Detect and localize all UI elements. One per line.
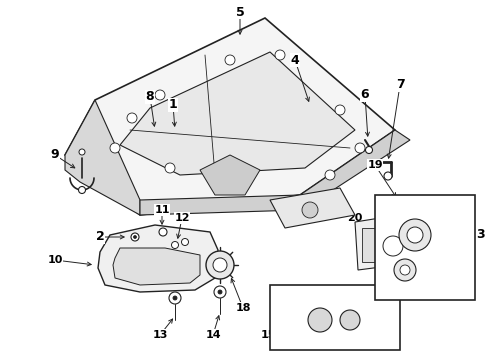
Polygon shape bbox=[140, 195, 300, 215]
Circle shape bbox=[169, 292, 181, 304]
Circle shape bbox=[165, 163, 175, 173]
Text: 21: 21 bbox=[452, 290, 468, 300]
Bar bbox=[362, 228, 424, 262]
Circle shape bbox=[384, 172, 392, 180]
Polygon shape bbox=[65, 18, 395, 215]
Circle shape bbox=[159, 228, 167, 236]
Circle shape bbox=[206, 251, 234, 279]
Bar bbox=[375, 195, 475, 300]
Circle shape bbox=[400, 265, 410, 275]
Text: 8: 8 bbox=[146, 90, 154, 104]
Circle shape bbox=[79, 149, 85, 155]
Circle shape bbox=[181, 238, 189, 246]
Text: 14: 14 bbox=[205, 330, 221, 340]
Circle shape bbox=[155, 90, 165, 100]
Text: 7: 7 bbox=[395, 78, 404, 91]
Circle shape bbox=[218, 290, 222, 294]
Circle shape bbox=[407, 227, 423, 243]
Circle shape bbox=[355, 143, 365, 153]
Circle shape bbox=[235, 170, 245, 180]
Circle shape bbox=[394, 259, 416, 281]
Circle shape bbox=[133, 235, 137, 238]
Circle shape bbox=[131, 233, 139, 241]
Text: 1: 1 bbox=[169, 99, 177, 112]
Circle shape bbox=[225, 55, 235, 65]
Circle shape bbox=[173, 296, 177, 300]
Text: 10: 10 bbox=[48, 255, 63, 265]
Polygon shape bbox=[120, 52, 355, 175]
Circle shape bbox=[399, 219, 431, 251]
Text: 11: 11 bbox=[154, 205, 170, 215]
Polygon shape bbox=[65, 100, 140, 215]
Circle shape bbox=[275, 50, 285, 60]
Text: 4: 4 bbox=[291, 54, 299, 67]
Text: 6: 6 bbox=[361, 89, 369, 102]
Text: 18: 18 bbox=[235, 303, 251, 313]
Text: 2: 2 bbox=[96, 230, 104, 243]
Circle shape bbox=[110, 143, 120, 153]
Circle shape bbox=[322, 192, 334, 204]
Circle shape bbox=[302, 202, 318, 218]
Text: 16: 16 bbox=[450, 260, 466, 270]
Text: 17: 17 bbox=[270, 295, 286, 305]
Text: 12: 12 bbox=[174, 213, 190, 223]
Circle shape bbox=[335, 105, 345, 115]
Circle shape bbox=[78, 186, 85, 194]
Circle shape bbox=[172, 242, 178, 248]
Polygon shape bbox=[98, 225, 218, 292]
Text: 19: 19 bbox=[367, 160, 383, 170]
Text: 20: 20 bbox=[347, 213, 363, 223]
Text: 3: 3 bbox=[476, 229, 484, 242]
Bar bbox=[270, 285, 400, 350]
Polygon shape bbox=[355, 210, 435, 270]
Text: 5: 5 bbox=[236, 5, 245, 18]
Circle shape bbox=[383, 236, 403, 256]
Polygon shape bbox=[113, 248, 200, 285]
Circle shape bbox=[325, 170, 335, 180]
Circle shape bbox=[213, 258, 227, 272]
Text: 13: 13 bbox=[152, 330, 168, 340]
Circle shape bbox=[340, 310, 360, 330]
Text: 9: 9 bbox=[50, 148, 59, 162]
Circle shape bbox=[214, 286, 226, 298]
Circle shape bbox=[366, 147, 372, 153]
Circle shape bbox=[308, 308, 332, 332]
Circle shape bbox=[127, 113, 137, 123]
Polygon shape bbox=[270, 188, 355, 228]
Text: 15: 15 bbox=[260, 330, 276, 340]
Polygon shape bbox=[300, 130, 410, 205]
Polygon shape bbox=[200, 155, 260, 195]
